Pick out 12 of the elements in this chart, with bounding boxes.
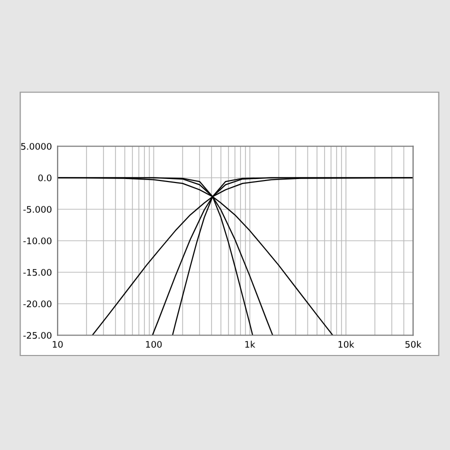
x-tick-label: 10 bbox=[52, 340, 63, 348]
x-tick-label: 10k bbox=[338, 340, 354, 348]
y-tick-label: 0.0 bbox=[38, 174, 52, 182]
x-tick-label: 1k bbox=[245, 340, 256, 348]
y-tick-label: -20.00 bbox=[23, 300, 52, 308]
y-tick-label: -5.000 bbox=[23, 206, 52, 213]
y-tick-label: -15.00 bbox=[23, 268, 52, 276]
x-tick-label: 50k bbox=[405, 340, 422, 348]
y-tick-label: -25.00 bbox=[23, 332, 52, 339]
y-tick-label: -10.00 bbox=[23, 237, 52, 244]
y-tick-label: 5.0000 bbox=[21, 142, 52, 150]
x-tick-label: 100 bbox=[146, 340, 162, 348]
